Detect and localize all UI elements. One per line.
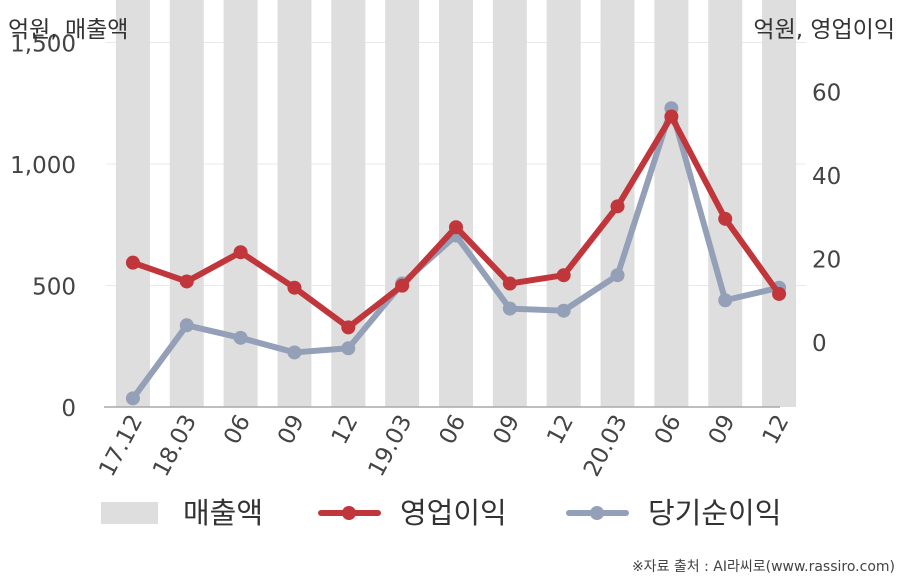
x-tick-label: 06 xyxy=(650,411,687,449)
x-tick-label: 19.03 xyxy=(364,411,418,481)
legend: 매출액 영업이익 당기순이익 xyxy=(101,496,781,530)
series-point xyxy=(125,391,140,406)
revenue-bar xyxy=(654,0,689,407)
x-tick-label: 06 xyxy=(435,411,472,449)
series-point xyxy=(233,245,248,260)
right-tick-label: 60 xyxy=(812,81,841,107)
series-point xyxy=(179,318,194,333)
series-point xyxy=(395,278,410,293)
revenue-bar xyxy=(277,0,312,407)
series-point xyxy=(233,330,248,345)
legend-swatch xyxy=(101,502,158,524)
left-tick-label: 0 xyxy=(61,396,76,422)
revenue-bar xyxy=(439,0,473,407)
revenue-bars xyxy=(115,0,797,408)
revenue-bar xyxy=(223,0,258,407)
series-point xyxy=(179,274,194,289)
revenue-bar xyxy=(546,0,581,407)
legend-label: 영업이익 xyxy=(400,496,507,530)
legend-marker xyxy=(342,506,356,520)
x-tick-label: 17.12 xyxy=(94,411,148,481)
x-tick-label: 12 xyxy=(542,411,579,449)
revenue-bar xyxy=(115,0,150,407)
revenue-bar xyxy=(385,0,420,408)
series-point xyxy=(502,276,517,291)
left-tick-label: 500 xyxy=(32,275,76,301)
right-tick-label: 20 xyxy=(812,248,841,274)
series-point xyxy=(341,320,356,335)
left-axis-title: 억원, 매출액 xyxy=(8,17,128,43)
series-point xyxy=(718,293,733,308)
x-tick-label: 09 xyxy=(488,411,525,449)
revenue-bar xyxy=(708,0,743,407)
legend-label: 당기순이익 xyxy=(648,496,781,530)
series-point xyxy=(664,109,679,124)
series-point xyxy=(287,345,302,360)
series-point xyxy=(610,268,625,283)
right-tick-label: 40 xyxy=(812,164,841,190)
left-tick-label: 1,500 xyxy=(10,32,76,58)
series-point xyxy=(341,341,356,356)
series-point xyxy=(502,301,517,316)
series-point xyxy=(556,268,571,283)
series-point xyxy=(718,211,733,226)
right-tick-label: 0 xyxy=(812,331,827,357)
series-point xyxy=(610,199,625,214)
x-tick-label: 20.03 xyxy=(579,411,633,481)
x-tick-label: 18.03 xyxy=(148,411,202,481)
legend-marker xyxy=(590,506,604,520)
left-tick-label: 1,000 xyxy=(10,153,76,179)
right-axis-title: 억원, 영업이익 xyxy=(753,17,895,43)
x-tick-label: 09 xyxy=(704,411,741,449)
series-point xyxy=(772,286,787,301)
profit-lines xyxy=(125,101,787,406)
series-point xyxy=(449,220,463,235)
series-point xyxy=(556,303,571,318)
series-point xyxy=(125,255,140,270)
revenue-bar xyxy=(762,0,797,407)
source-note: ※자료 출처 : AI라씨로(www.rassiro.com) xyxy=(632,559,895,575)
x-tick-label: 06 xyxy=(219,411,256,449)
revenue-bar xyxy=(492,0,527,407)
series-point xyxy=(287,280,302,295)
x-tick-label: 09 xyxy=(273,411,310,449)
x-tick-label: 12 xyxy=(327,411,364,449)
x-tick-label: 12 xyxy=(758,411,795,449)
legend-label: 매출액 xyxy=(183,496,263,530)
